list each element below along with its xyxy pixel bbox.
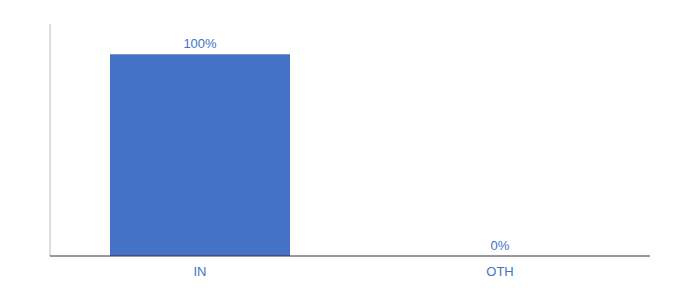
x-axis-line: [50, 256, 650, 257]
data-label: 100%: [183, 36, 217, 51]
x-tick-label: IN: [194, 264, 207, 279]
data-label: 0%: [491, 238, 510, 253]
bars: [110, 54, 290, 256]
chart-container: IN OTH 100% 0%: [0, 0, 680, 300]
x-tick-label: OTH: [486, 264, 513, 279]
bar: [110, 54, 290, 256]
chart: IN OTH 100% 0%: [0, 0, 680, 300]
y-axis-line: [50, 24, 51, 256]
